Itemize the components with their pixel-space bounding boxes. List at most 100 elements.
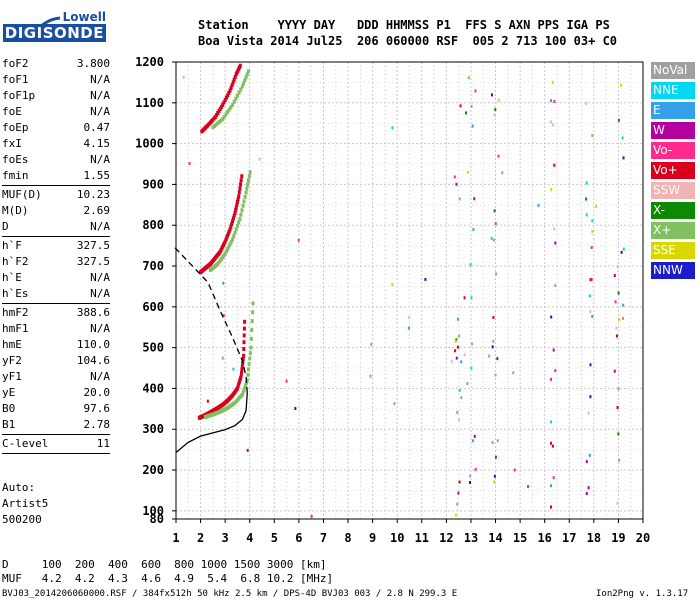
echo-point	[459, 104, 462, 108]
echo-point	[235, 387, 239, 392]
legend-item: NNW	[651, 262, 695, 279]
echo-point	[468, 481, 471, 485]
echo-point	[588, 453, 591, 457]
echo-point	[205, 264, 209, 269]
echo-point	[493, 474, 496, 478]
echo-point	[591, 219, 594, 223]
echo-point	[231, 402, 235, 407]
echo-point	[199, 415, 203, 420]
echo-point	[491, 441, 494, 445]
param-key: D	[2, 220, 9, 233]
echo-point	[242, 346, 246, 351]
echo-point	[212, 257, 216, 262]
echo-point	[228, 396, 232, 401]
echo-point	[231, 216, 235, 221]
echo-point	[472, 228, 475, 232]
echo-point	[237, 396, 241, 401]
echo-point	[493, 113, 496, 117]
param-row: fxI 4.15	[2, 136, 110, 152]
param-value: N/A	[90, 73, 110, 86]
echo-point	[494, 222, 497, 226]
echo-point	[585, 101, 588, 105]
echo-point	[588, 294, 591, 298]
echo-point	[198, 415, 202, 420]
echo-point	[204, 412, 208, 417]
x-tick-label: 7	[320, 531, 327, 545]
echo-point	[210, 259, 214, 264]
echo-point	[249, 345, 253, 350]
echo-point	[203, 414, 207, 419]
legend-item: X+	[651, 222, 695, 239]
echo-point	[232, 213, 236, 218]
y-tick-label: 700	[142, 259, 164, 273]
echo-point	[620, 83, 623, 87]
echo-point	[235, 200, 239, 205]
echo-point	[244, 380, 248, 385]
echo-point	[235, 223, 239, 228]
echo-point	[218, 249, 222, 254]
echo-point	[496, 439, 499, 443]
echo-point	[234, 96, 238, 101]
echo-point	[233, 230, 237, 235]
echo-point	[225, 235, 229, 240]
echo-point	[242, 353, 246, 358]
echo-point	[239, 393, 243, 398]
echo-point	[205, 124, 209, 129]
legend-item: E	[651, 102, 695, 119]
echo-point	[210, 119, 214, 124]
echo-point	[233, 389, 237, 394]
param-key: fmin	[2, 169, 29, 182]
param-key: hmE	[2, 338, 22, 351]
echo-point	[553, 227, 556, 231]
echo-point	[209, 260, 213, 265]
echo-point	[537, 203, 540, 207]
echo-point	[456, 345, 459, 349]
echo-point	[246, 372, 250, 377]
param-key: M(D)	[2, 204, 29, 217]
echo-point	[310, 514, 313, 518]
echo-point	[616, 405, 619, 409]
echo-point	[226, 231, 230, 236]
echo-point	[215, 262, 219, 267]
echo-point	[622, 156, 625, 160]
footer-row-muf: MUF 4.2 4.2 4.3 4.6 4.9 5.4 6.8 10.2 [MH…	[2, 572, 334, 585]
x-tick-label: 13	[464, 531, 478, 545]
param-value: 327.5	[76, 255, 110, 268]
echo-point	[512, 371, 515, 375]
param-value: 10.23	[76, 188, 110, 201]
param-row: foF2 3.800	[2, 56, 110, 72]
echo-point	[229, 395, 233, 400]
echo-point	[613, 273, 616, 277]
echo-point	[454, 349, 457, 353]
echo-point	[203, 413, 207, 418]
echo-point	[591, 229, 594, 233]
param-value: 3.800	[76, 57, 110, 70]
param-row: M(D) 2.69	[2, 203, 110, 219]
echo-point	[244, 383, 248, 388]
param-row: B0 97.6	[2, 401, 110, 417]
echo-point	[470, 366, 473, 370]
echo-point	[222, 281, 225, 285]
echo-point	[219, 104, 223, 109]
x-tick-label: 3	[222, 531, 229, 545]
echo-point	[247, 361, 251, 366]
echo-point	[552, 476, 555, 480]
echo-point	[221, 244, 225, 249]
echo-point	[232, 391, 236, 396]
echo-point	[455, 182, 458, 186]
echo-point	[232, 367, 235, 371]
param-value: 327.5	[76, 239, 110, 252]
echo-point	[205, 414, 209, 419]
param-value: 110.0	[76, 338, 110, 351]
echo-point	[229, 85, 233, 90]
echo-point	[211, 258, 215, 263]
header-values: Boa Vista 2014 Jul25 206 060000 RSF 005 …	[198, 34, 618, 48]
echo-point	[241, 357, 245, 362]
x-tick-label: 17	[562, 531, 576, 545]
echo-point	[216, 111, 220, 116]
echo-point	[217, 250, 221, 255]
echo-point	[242, 340, 246, 345]
echo-point	[208, 410, 212, 415]
echo-point	[218, 106, 222, 111]
echo-point	[224, 237, 228, 242]
